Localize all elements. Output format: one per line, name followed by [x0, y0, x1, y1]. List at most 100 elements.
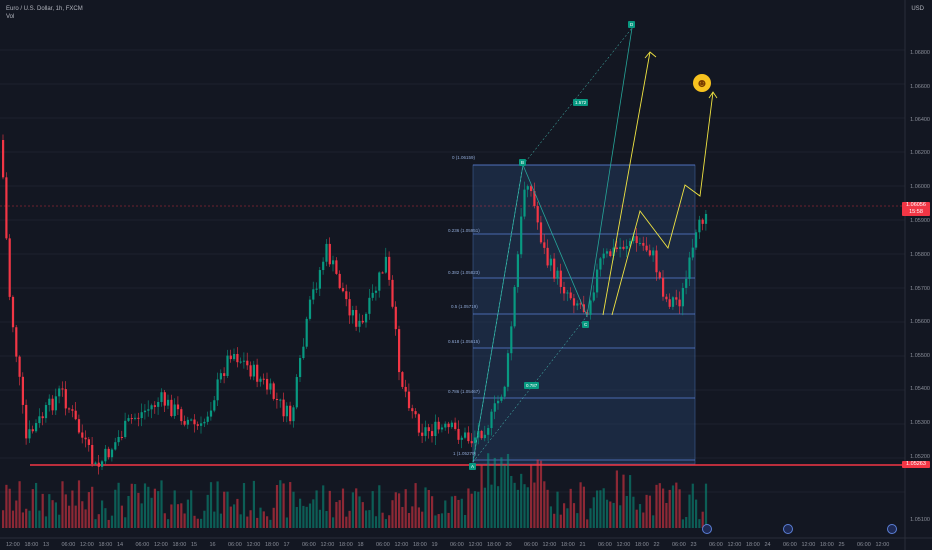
candle-body	[368, 297, 371, 314]
projection-arrow	[602, 51, 651, 316]
volume-bar	[358, 496, 361, 528]
volume-bar	[325, 511, 328, 528]
candle-body	[127, 418, 130, 421]
event-marker-icon[interactable]	[702, 524, 712, 534]
candle-body	[431, 431, 434, 437]
volume-bar	[315, 490, 318, 528]
volume-bar	[434, 515, 437, 528]
smiling-face-icon[interactable]: ☻	[693, 74, 711, 92]
candle-body	[477, 430, 480, 438]
volume-indicator-label[interactable]: Vol	[6, 14, 15, 20]
volume-bar	[695, 499, 698, 528]
candle-body	[437, 421, 440, 430]
candle-body	[328, 243, 331, 265]
volume-bar	[398, 493, 401, 528]
candle-body	[87, 439, 90, 445]
volume-bar	[543, 481, 546, 528]
time-tick-label: 18:00	[172, 542, 187, 548]
wave-tag-d[interactable]: D	[628, 21, 636, 28]
event-marker-icon[interactable]	[783, 524, 793, 534]
horizontal-level-badge: 1.05263	[902, 461, 930, 468]
candle-body	[460, 437, 463, 440]
candle-body	[638, 242, 642, 244]
volume-bar	[348, 510, 351, 528]
candle-body	[200, 423, 203, 426]
candle-body	[513, 287, 516, 327]
candle-body	[216, 379, 219, 401]
candle-body	[440, 427, 444, 430]
volume-bar	[44, 516, 48, 528]
volume-bar	[384, 519, 387, 528]
time-tick-label: 12:00	[801, 542, 816, 548]
candle-body	[266, 378, 269, 390]
candle-body	[510, 326, 513, 354]
time-tick-label: 17	[283, 542, 290, 548]
price-tick-label: 1.05500	[910, 353, 930, 359]
candle-body	[2, 140, 5, 178]
volume-bar	[378, 485, 381, 528]
candle-body	[101, 461, 104, 467]
candle-body	[470, 441, 473, 444]
price-tick-label: 1.05100	[910, 517, 930, 523]
price-tick-label: 1.05800	[910, 252, 930, 258]
candle-body	[25, 404, 28, 439]
time-tick-label: 06:00	[709, 542, 723, 548]
volume-bar	[269, 519, 272, 528]
volume-bar	[203, 510, 206, 528]
volume-bar	[497, 486, 500, 528]
volume-bar	[533, 482, 536, 528]
time-tick-label: 20	[505, 542, 512, 548]
candle-body	[170, 399, 173, 416]
volume-bar	[473, 491, 477, 528]
volume-bar	[490, 484, 493, 528]
volume-bar	[530, 464, 533, 528]
volume-bar	[401, 506, 404, 528]
price-tick-label: 1.05400	[910, 386, 930, 392]
time-tick-label: 12:00	[394, 542, 409, 548]
candle-body	[302, 346, 305, 359]
wave-tag-a[interactable]: A	[469, 463, 477, 470]
event-marker-icon[interactable]	[887, 524, 897, 534]
candle-body	[91, 444, 94, 464]
candle-body	[536, 206, 539, 223]
wave-ratio-tag[interactable]: 0.787	[524, 382, 540, 389]
symbol-title[interactable]: Euro / U.S. Dollar, 1h, FXCM	[6, 6, 83, 12]
candle-body	[539, 222, 543, 243]
volume-bar	[374, 516, 378, 528]
volume-bar	[566, 508, 569, 528]
volume-bar	[322, 485, 325, 528]
candle-body	[427, 427, 430, 432]
volume-bar	[249, 510, 252, 528]
volume-bar	[447, 512, 450, 528]
volume-bar	[81, 501, 84, 528]
candle-body	[411, 408, 414, 412]
volume-bar	[579, 482, 582, 528]
candle-body	[209, 410, 213, 417]
volume-bar	[678, 489, 681, 528]
time-tick-label: 12:00	[320, 542, 335, 548]
volume-bar	[592, 497, 595, 528]
candle-body	[77, 419, 81, 433]
candle-body	[635, 236, 638, 244]
candle-body	[533, 191, 536, 207]
volume-bar	[137, 492, 140, 528]
candle-body	[497, 400, 500, 404]
currency-button[interactable]: USD	[911, 6, 924, 12]
wave-tag-b[interactable]: B	[519, 159, 527, 166]
volume-bar	[101, 500, 104, 528]
time-tick-label: 18	[357, 542, 364, 548]
current-price-value: 1.06056	[906, 202, 926, 208]
volume-bar	[477, 491, 480, 528]
volume-bar	[427, 489, 430, 528]
volume-bar	[546, 489, 549, 528]
time-tick-label: 13	[43, 542, 50, 548]
volume-bar	[576, 513, 579, 528]
candle-body	[467, 432, 470, 442]
candle-body	[516, 254, 519, 288]
wave-tag-c[interactable]: C	[582, 321, 590, 328]
wave-ratio-tag[interactable]: 1.572	[573, 99, 589, 106]
candle-body	[295, 377, 298, 408]
candle-body	[259, 378, 262, 382]
candle-body	[150, 405, 153, 410]
